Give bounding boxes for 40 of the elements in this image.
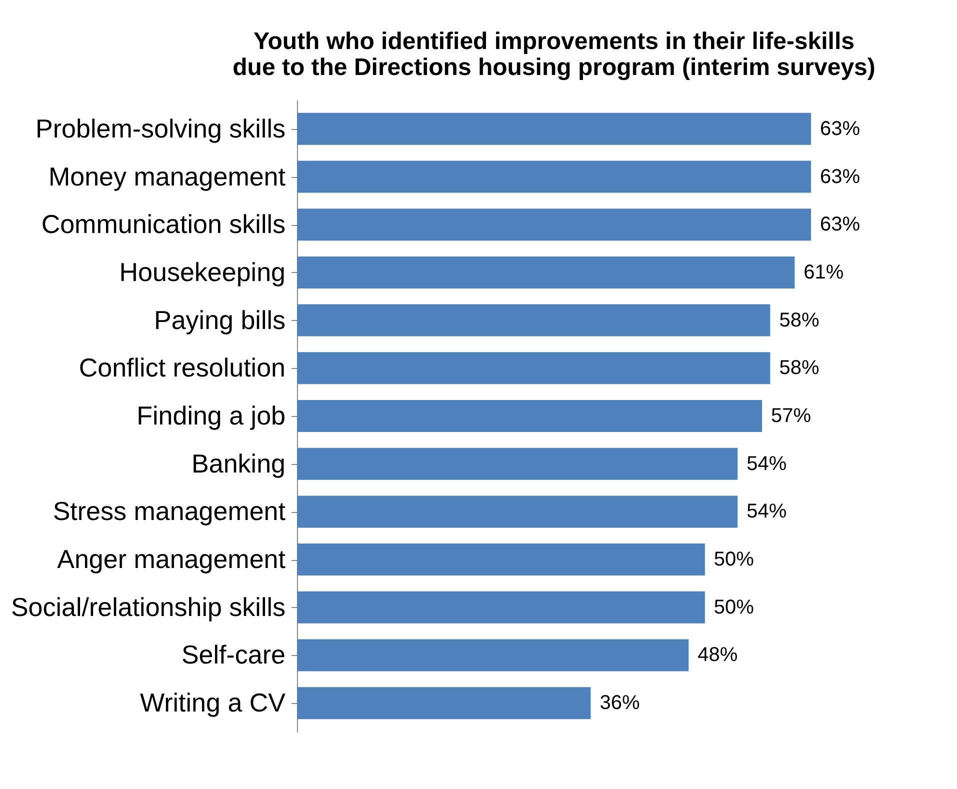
y-tick-label: Housekeeping — [119, 256, 286, 287]
data-label: 48% — [698, 644, 738, 666]
bar — [297, 160, 811, 193]
bar — [297, 256, 795, 288]
y-tick-label: Anger management — [57, 544, 286, 574]
y-tick-label: Communication skills — [41, 209, 286, 240]
bar — [297, 591, 705, 624]
bar — [297, 496, 738, 528]
data-label: 61% — [804, 261, 844, 284]
bar — [297, 687, 591, 720]
y-tick-label: Writing a CV — [140, 688, 286, 718]
data-label: 54% — [746, 500, 787, 523]
data-label: 58% — [779, 309, 820, 332]
data-label: 57% — [771, 405, 812, 427]
bar — [297, 448, 738, 480]
y-tick-label: Problem-solving skills — [36, 113, 286, 144]
data-label: 63% — [820, 214, 860, 236]
bar — [297, 639, 689, 672]
y-tick-label: Finding a job — [136, 400, 286, 430]
chart-title: Youth who identified improvements in their life-skills due to the Directions housing program (interim surveys) — [232, 28, 876, 81]
y-tick-label: Self-care — [181, 640, 286, 670]
bar — [297, 112, 811, 145]
bar — [297, 544, 705, 576]
y-tick-label: Money management — [48, 161, 286, 192]
data-label: 58% — [779, 357, 820, 380]
y-tick-label: Banking — [192, 448, 286, 478]
bar — [297, 352, 770, 384]
y-tick-label: Paying bills — [154, 304, 286, 335]
bar — [297, 304, 770, 336]
data-label: 50% — [714, 596, 754, 618]
bar — [297, 208, 811, 241]
data-label: 36% — [600, 692, 640, 714]
data-label: 50% — [714, 548, 754, 571]
y-tick-label: Conflict resolution — [78, 352, 286, 383]
bar — [297, 400, 762, 432]
data-label: 63% — [820, 166, 860, 188]
y-tick-label: Social/relationship skills — [10, 592, 286, 622]
y-tick-label: Stress management — [52, 496, 286, 526]
data-label: 63% — [820, 118, 860, 140]
data-label: 54% — [746, 452, 787, 475]
